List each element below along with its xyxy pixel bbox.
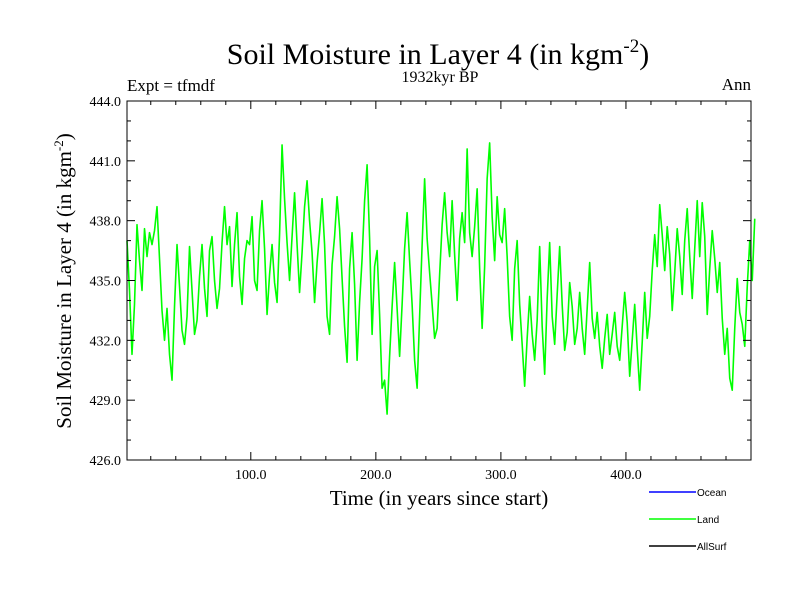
y-tick-label: 444.0 (90, 95, 122, 110)
x-tick-label: 300.0 (485, 468, 517, 483)
y-tick-label: 435.0 (90, 275, 122, 290)
y-tick-label: 426.0 (90, 454, 122, 469)
legend: Ocean Land AllSurf (649, 488, 727, 553)
y-tick-label: 429.0 (90, 394, 122, 409)
chart-title: Soil Moisture in Layer 4 (in kgm-2) (227, 36, 649, 71)
season-label: Ann (722, 75, 752, 94)
legend-label-land: Land (697, 515, 719, 526)
experiment-label: Expt = tfmdf (127, 76, 215, 95)
x-axis: 100.0 200.0 300.0 400.0 (150, 101, 727, 483)
x-axis-title: Time (in years since start) (330, 486, 549, 510)
data-layer (126, 142, 756, 415)
x-tick-label: 100.0 (235, 468, 267, 483)
x-tick-label: 400.0 (610, 468, 642, 483)
chart-subtitle: 1932kyr BP (402, 69, 479, 86)
legend-label-allsurf: AllSurf (697, 542, 727, 553)
y-tick-label: 441.0 (90, 155, 122, 170)
y-axis: 426.0 429.0 432.0 435.0 438.0 441.0 444.0 (90, 95, 751, 469)
legend-label-ocean: Ocean (697, 488, 726, 499)
y-axis-title: Soil Moisture in Layer 4 (in kgm-2) (51, 133, 76, 428)
y-tick-label: 432.0 (90, 334, 122, 349)
series-line-land (126, 142, 756, 415)
x-tick-label: 200.0 (360, 468, 392, 483)
y-tick-label: 438.0 (90, 215, 122, 230)
